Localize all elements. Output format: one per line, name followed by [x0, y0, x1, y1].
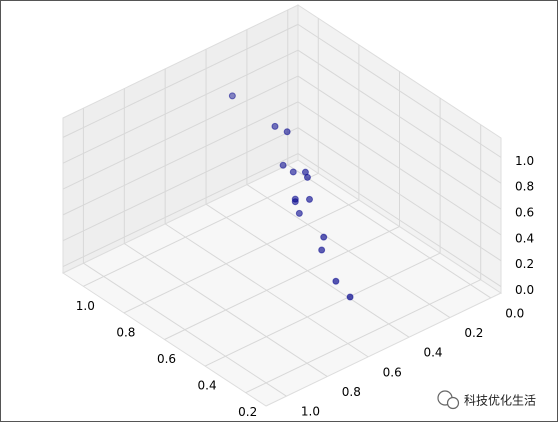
- point: [332, 277, 340, 285]
- grid-line: [62, 75, 299, 190]
- tick-labels: 0.2 0.4 0.6 0.8 1.0 0.0 0.2 0.4 0.6 0.8 1.0 0.0 0.2 0…: [76, 154, 534, 419]
- grid-line: [62, 101, 299, 216]
- grid-line: [297, 23, 502, 158]
- z-tick-label: 0.2: [515, 257, 534, 271]
- point: [318, 246, 326, 254]
- watermark-icon: [437, 390, 460, 410]
- grid-line: [62, 127, 299, 242]
- grid-line: [297, 101, 502, 236]
- grid-line: [164, 226, 400, 340]
- grid-line: [297, 127, 502, 262]
- points: [228, 92, 354, 301]
- grid-line: [246, 184, 451, 318]
- z-tick-label: 0.4: [515, 231, 534, 245]
- x-tick-label: 0.6: [157, 352, 176, 366]
- point: [295, 209, 303, 217]
- watermark: 科技优化生活: [464, 394, 536, 408]
- y-tick-label: 0.8: [342, 385, 361, 399]
- grid-line: [297, 75, 502, 210]
- x-tick-label: 0.8: [116, 325, 135, 339]
- y-tick-label: 1.0: [301, 405, 320, 419]
- grid-line: [123, 199, 360, 314]
- y-tick-label: 0.0: [505, 306, 524, 320]
- grid-line: [83, 172, 319, 287]
- x-tick-label: 0.4: [198, 379, 217, 393]
- x-tick-label: 0.2: [238, 405, 257, 419]
- point: [289, 168, 297, 176]
- grid-line: [62, 153, 299, 267]
- point: [346, 293, 354, 301]
- z-tick-label: 0.0: [515, 283, 534, 297]
- grid-line: [62, 49, 299, 164]
- grid-line: [164, 223, 369, 358]
- grid-line: [83, 262, 287, 397]
- grid-line: [245, 279, 481, 394]
- point: [279, 161, 287, 169]
- grid-line: [62, 23, 299, 138]
- point: [291, 198, 299, 206]
- y-tick-label: 0.6: [383, 365, 402, 379]
- z-tick-label: 1.0: [515, 154, 534, 168]
- y-tick-label: 0.2: [464, 326, 483, 340]
- grid-line: [124, 243, 328, 377]
- z-tick-label: 0.8: [515, 180, 534, 194]
- point: [305, 195, 313, 203]
- y-tick-label: 0.4: [423, 346, 442, 360]
- grid-line: [204, 252, 441, 367]
- grid-line: [287, 164, 492, 299]
- point: [303, 173, 311, 181]
- grid: [62, 9, 502, 397]
- point: [271, 122, 279, 130]
- grid-line: [205, 203, 410, 338]
- point: [320, 233, 328, 241]
- point: [228, 92, 236, 100]
- point: [283, 128, 291, 136]
- grid-line: [297, 49, 502, 184]
- x-tick-label: 1.0: [76, 299, 95, 313]
- z-tick-label: 0.6: [515, 206, 534, 220]
- grid-line: [297, 153, 502, 287]
